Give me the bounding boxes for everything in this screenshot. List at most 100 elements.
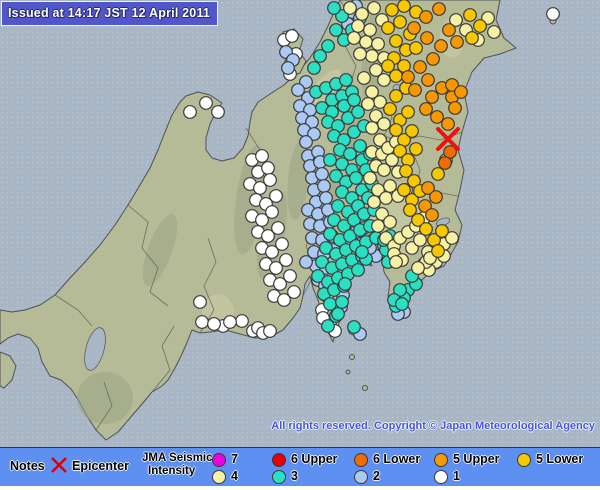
observation-point-intensity-1 (269, 189, 283, 203)
observation-point-intensity-1 (199, 96, 213, 110)
observation-point-intensity-5- (397, 183, 411, 197)
observation-point-intensity-5+ (425, 208, 439, 222)
legend-label: 6 Upper (291, 451, 338, 466)
observation-point-intensity-5- (407, 174, 421, 188)
observation-point-intensity-4 (363, 23, 377, 37)
legend-label: 5 Lower (536, 451, 584, 466)
legend-item-6-lower: 6 Lower (354, 451, 420, 467)
legend-item-7: 7 (212, 451, 238, 467)
legend-label: 5 Upper (453, 451, 500, 466)
observation-point-intensity-3 (347, 93, 361, 107)
legend-bar: Notes Epicenter JMA Seismic Intensity 7 6… (0, 447, 600, 486)
observation-point-intensity-5+ (430, 110, 444, 124)
observation-points-layer (183, 0, 560, 341)
legend-item-6-upper: 6 Upper (272, 451, 338, 467)
legend-swatch-6+ (272, 452, 286, 467)
observation-point-intensity-5+ (408, 83, 422, 97)
observation-point-intensity-3 (307, 61, 321, 75)
observation-point-intensity-4 (351, 19, 365, 33)
observation-point-intensity-2 (281, 61, 295, 75)
observation-point-intensity-3 (321, 319, 335, 333)
observation-point-intensity-3 (329, 169, 343, 183)
observation-point-intensity-3 (335, 185, 349, 199)
observation-point-intensity-1 (546, 7, 560, 21)
observation-point-intensity-4 (359, 35, 373, 49)
observation-point-intensity-3 (395, 297, 409, 311)
legend-label: 4 (231, 468, 238, 483)
observation-point-intensity-5- (431, 167, 445, 181)
legend-label: 7 (231, 451, 238, 466)
observation-point-intensity-4 (377, 117, 391, 131)
observation-point-intensity-5- (463, 8, 477, 22)
epicenter-key: Epicenter (50, 452, 145, 482)
observation-point-intensity-4 (357, 71, 371, 85)
observation-point-intensity-3 (343, 147, 357, 161)
observation-point-intensity-5- (397, 0, 411, 13)
observation-point-intensity-3 (337, 219, 351, 233)
observation-point-intensity-5+ (426, 52, 440, 66)
observation-point-intensity-3 (327, 213, 341, 227)
observation-point-intensity-3 (353, 139, 367, 153)
notes-label: Notes (10, 459, 45, 473)
observation-point-intensity-1 (287, 285, 301, 299)
observation-point-intensity-3 (347, 125, 361, 139)
observation-point-intensity-4 (371, 219, 385, 233)
observation-point-intensity-5- (381, 59, 395, 73)
seismic-intensity-map: Issued at 14:17 JST 12 April 2011 All ri… (0, 0, 600, 447)
observation-point-intensity-5- (431, 244, 445, 258)
observation-point-intensity-5+ (442, 23, 456, 37)
observation-point-intensity-1 (285, 29, 299, 43)
epicenter-icon (51, 457, 67, 473)
observation-point-intensity-3 (341, 111, 355, 125)
legend-item-2: 2 (354, 468, 380, 484)
observation-point-intensity-5- (389, 34, 403, 48)
japan-map-canvas (0, 0, 600, 447)
epicenter-mark (436, 127, 460, 151)
observation-point-intensity-2 (299, 135, 313, 149)
observation-point-intensity-3 (331, 199, 345, 213)
legend-swatch-6- (354, 452, 368, 467)
legend-swatch-4 (212, 469, 226, 484)
observation-point-intensity-3 (349, 171, 363, 185)
lake-biwa (84, 327, 106, 371)
observation-point-intensity-1 (223, 315, 237, 329)
observation-point-intensity-4 (363, 171, 377, 185)
small-island (362, 385, 368, 391)
observation-point-intensity-1 (277, 293, 291, 307)
observation-point-intensity-1 (195, 315, 209, 329)
observation-point-intensity-5- (389, 123, 403, 137)
observation-point-intensity-5+ (448, 101, 462, 115)
observation-point-intensity-5+ (419, 102, 433, 116)
observation-point-intensity-1 (273, 277, 287, 291)
observation-point-intensity-4 (369, 63, 383, 77)
observation-point-intensity-4 (365, 49, 379, 63)
legend-swatch-5+ (434, 452, 448, 467)
legend-label: 2 (373, 468, 380, 483)
observation-point-intensity-5+ (454, 85, 468, 99)
observation-point-intensity-4 (365, 121, 379, 135)
observation-point-intensity-5- (399, 164, 413, 178)
legend-title-line2: Intensity (148, 464, 196, 477)
observation-point-intensity-4 (411, 261, 425, 275)
observation-point-intensity-4 (445, 231, 459, 245)
observation-point-intensity-1 (263, 173, 277, 187)
observation-point-intensity-5- (385, 3, 399, 17)
observation-point-intensity-5+ (445, 78, 459, 92)
awaji-island (0, 351, 17, 389)
epicenter-key-label: Epicenter (72, 459, 129, 473)
observation-point-intensity-5+ (434, 39, 448, 53)
observation-point-intensity-5+ (432, 2, 446, 16)
observation-point-intensity-5+ (413, 60, 427, 74)
observation-point-intensity-3 (343, 229, 357, 243)
observation-point-intensity-1 (279, 253, 293, 267)
observation-point-intensity-5+ (401, 70, 415, 84)
observation-point-intensity-5- (435, 224, 449, 238)
observation-point-intensity-3 (335, 295, 349, 309)
observation-point-intensity-1 (255, 213, 269, 227)
observation-point-intensity-3 (327, 1, 341, 15)
observation-point-intensity-5+ (407, 21, 421, 35)
observation-point-intensity-5+ (421, 181, 435, 195)
observation-point-intensity-5- (389, 89, 403, 103)
observation-point-intensity-5- (401, 105, 415, 119)
observation-point-intensity-4 (487, 25, 501, 39)
